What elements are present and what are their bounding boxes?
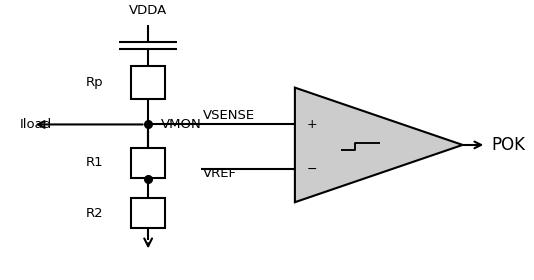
Text: −: − xyxy=(307,163,317,176)
Text: Iload: Iload xyxy=(20,118,52,131)
Text: VMON: VMON xyxy=(161,118,202,131)
Text: +: + xyxy=(307,118,317,131)
Text: R2: R2 xyxy=(86,207,104,220)
Text: VSENSE: VSENSE xyxy=(203,109,255,122)
Text: VREF: VREF xyxy=(203,167,237,180)
Bar xyxy=(131,66,165,99)
Bar xyxy=(131,148,165,178)
Text: POK: POK xyxy=(491,136,525,154)
Text: VDDA: VDDA xyxy=(129,4,167,17)
Text: R1: R1 xyxy=(86,156,104,169)
Bar xyxy=(131,198,165,228)
Polygon shape xyxy=(295,88,462,202)
Text: Rp: Rp xyxy=(86,76,104,89)
